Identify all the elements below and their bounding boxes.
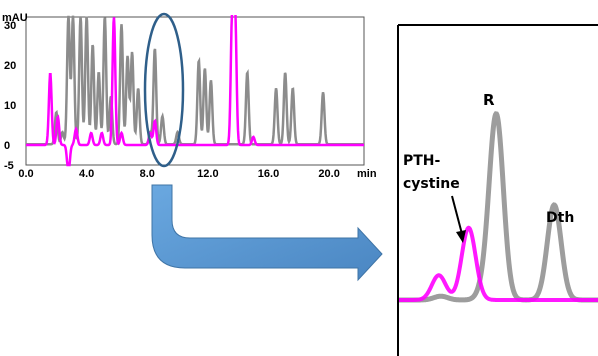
main-axis-ticks: 0.0 4.0 8.0 12.0 16.0 20.0 30 20 10 0 -5: [4, 20, 340, 180]
y-tick-label: 20: [4, 60, 16, 72]
pointer-line: [451, 195, 463, 235]
x-tick-label: 0.0: [18, 168, 33, 180]
highlight-ellipse: [143, 12, 185, 168]
y-axis-label: mAU: [2, 12, 28, 24]
x-tick-label: 4.0: [79, 168, 94, 180]
inset-gray-trace: [399, 111, 598, 303]
y-tick-label: -5: [4, 160, 14, 172]
x-tick-label: 20.0: [318, 168, 339, 180]
x-axis-unit-label: min: [357, 168, 377, 180]
peak-label-pth-line2: cystine: [403, 176, 460, 192]
inset-traces: [399, 111, 598, 303]
inset-magenta-trace: [399, 225, 598, 302]
y-tick-label: 30: [4, 20, 16, 32]
zoomed-inset: R Dth PTH- cystine: [397, 24, 598, 356]
x-tick-label: 8.0: [140, 168, 155, 180]
y-tick-label: 0: [4, 140, 10, 152]
y-tick-label: 10: [4, 100, 16, 112]
peak-label-dth: Dth: [546, 210, 574, 226]
gray-trace: [26, 15, 364, 146]
zoom-arrow: [151, 184, 383, 282]
plot-frame: [25, 16, 365, 166]
main-traces: [26, 15, 364, 167]
x-tick-label: 16.0: [258, 168, 279, 180]
magenta-trace: [26, 15, 364, 167]
peak-label-r: R: [483, 91, 495, 109]
main-chromatogram: 0.0 4.0 8.0 12.0 16.0 20.0 30 20 10 0 -5 mAU min: [2, 12, 377, 180]
x-tick-label: 12.0: [197, 168, 218, 180]
pointer-arrowhead: [456, 230, 466, 243]
peak-label-pth-line1: PTH-: [403, 153, 441, 169]
